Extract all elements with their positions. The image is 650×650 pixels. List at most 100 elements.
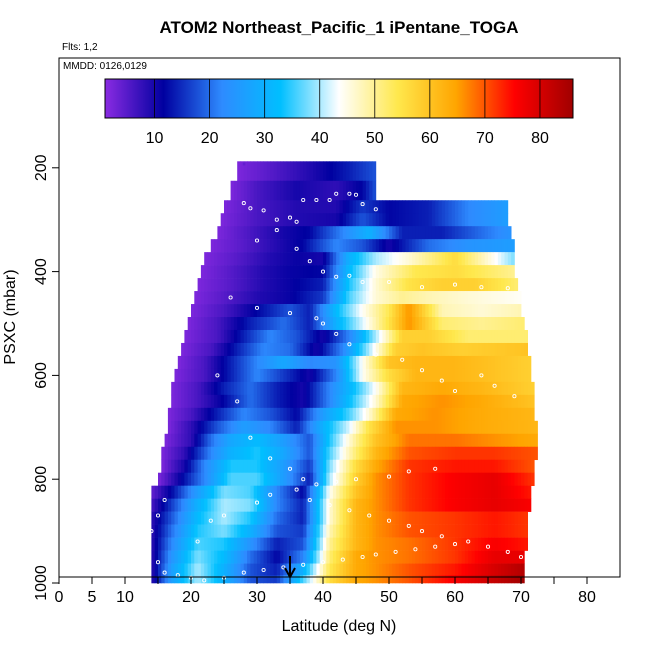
- heatmap-cell: [257, 278, 261, 292]
- heatmap-cell: [280, 368, 284, 383]
- heatmap-cell: [395, 407, 400, 422]
- heatmap-cell: [488, 524, 492, 538]
- heatmap-cell: [171, 498, 175, 512]
- heatmap-cell: [461, 537, 466, 551]
- heatmap-cell: [481, 524, 486, 538]
- heatmap-cell: [336, 498, 340, 512]
- heatmap-cell: [382, 446, 387, 461]
- heatmap-cell: [326, 368, 330, 383]
- heatmap-cell: [458, 459, 462, 474]
- heatmap-cell: [431, 355, 436, 370]
- heatmap-cell: [435, 304, 439, 318]
- heatmap-cell: [481, 550, 486, 564]
- heatmap-cell: [339, 355, 344, 370]
- heatmap-cell: [329, 485, 334, 499]
- heatmap-cell: [207, 252, 212, 266]
- heatmap-cell: [481, 446, 486, 461]
- heatmap-cell: [441, 291, 446, 305]
- heatmap-cell: [280, 291, 284, 305]
- heatmap-cell: [422, 355, 426, 370]
- heatmap-cell: [521, 355, 525, 370]
- observation-point: [307, 259, 312, 264]
- heatmap-cell: [210, 472, 215, 486]
- heatmap-cell: [408, 472, 413, 486]
- heatmap-cell: [415, 381, 420, 396]
- heatmap-cell: [352, 433, 357, 448]
- heatmap-cell: [266, 498, 271, 512]
- heatmap-cell: [237, 278, 241, 292]
- y-axis-label: PSXC (mbar): [2, 269, 19, 364]
- heatmap-cell: [511, 304, 515, 318]
- heatmap-cell: [181, 381, 185, 396]
- heatmap-cell: [362, 226, 367, 240]
- heatmap-cell: [346, 537, 350, 551]
- heatmap-cell: [448, 381, 453, 396]
- heatmap-cell: [224, 550, 228, 564]
- observation-point: [386, 279, 392, 285]
- heatmap-cell: [339, 239, 344, 253]
- heatmap-cell: [375, 213, 380, 227]
- heatmap-cell: [405, 342, 410, 357]
- heatmap-cell: [375, 459, 380, 474]
- heatmap-cell: [187, 550, 192, 564]
- heatmap-band: [171, 394, 535, 409]
- heatmap-cell: [382, 550, 387, 564]
- heatmap-cell: [230, 498, 235, 512]
- heatmap-cell: [210, 433, 215, 448]
- heatmap-cell: [504, 226, 509, 240]
- heatmap-cell: [504, 239, 509, 253]
- heatmap-cell: [243, 537, 248, 551]
- heatmap-cell: [372, 213, 377, 227]
- heatmap-cell: [382, 433, 387, 448]
- heatmap-cell: [511, 278, 515, 292]
- heatmap-cell: [233, 446, 238, 461]
- heatmap-cell: [260, 200, 264, 214]
- heatmap-cell: [296, 342, 301, 357]
- heatmap-cell: [524, 355, 528, 370]
- heatmap-cell: [227, 511, 231, 525]
- heatmap-cell: [233, 342, 238, 357]
- heatmap-cell: [517, 575, 522, 584]
- heatmap-cell: [425, 446, 429, 461]
- heatmap-cell: [464, 200, 469, 214]
- heatmap-cell: [494, 200, 499, 214]
- heatmap-cell: [184, 342, 189, 357]
- heatmap-cell: [342, 511, 347, 525]
- heatmap-cell: [227, 252, 231, 266]
- heatmap-cell: [303, 550, 307, 564]
- heatmap-cell: [217, 329, 222, 344]
- heatmap-cell: [336, 433, 340, 448]
- heatmap-cell: [184, 563, 189, 576]
- heatmap-cell: [233, 291, 238, 305]
- heatmap-cell: [382, 459, 387, 474]
- heatmap-cell: [514, 550, 519, 564]
- heatmap-cell: [369, 394, 373, 409]
- heatmap-cell: [273, 278, 278, 292]
- observation-point: [320, 321, 326, 326]
- heatmap-cell: [276, 394, 281, 409]
- heatmap-cell: [323, 239, 327, 253]
- heatmap-cell: [408, 420, 413, 435]
- heatmap-cell: [313, 304, 317, 318]
- heatmap-cell: [474, 329, 479, 344]
- heatmap-cell: [501, 511, 505, 525]
- heatmap-cell: [464, 291, 469, 305]
- heatmap-cell: [491, 498, 495, 512]
- heatmap-cell: [494, 329, 499, 344]
- heatmap-cell: [323, 433, 327, 448]
- heatmap-cell: [372, 446, 377, 461]
- heatmap-cell: [471, 407, 476, 422]
- heatmap-cell: [428, 239, 433, 253]
- heatmap-cell: [458, 433, 462, 448]
- heatmap-cell: [319, 394, 324, 409]
- heatmap-cell: [356, 239, 360, 253]
- heatmap-cell: [398, 498, 403, 512]
- heatmap-cell: [346, 180, 350, 201]
- heatmap-cell: [474, 498, 479, 512]
- heatmap-cell: [412, 498, 416, 512]
- heatmap-cell: [204, 537, 208, 551]
- heatmap-cell: [534, 420, 538, 435]
- heatmap-cell: [494, 524, 499, 538]
- heatmap-cell: [415, 213, 420, 227]
